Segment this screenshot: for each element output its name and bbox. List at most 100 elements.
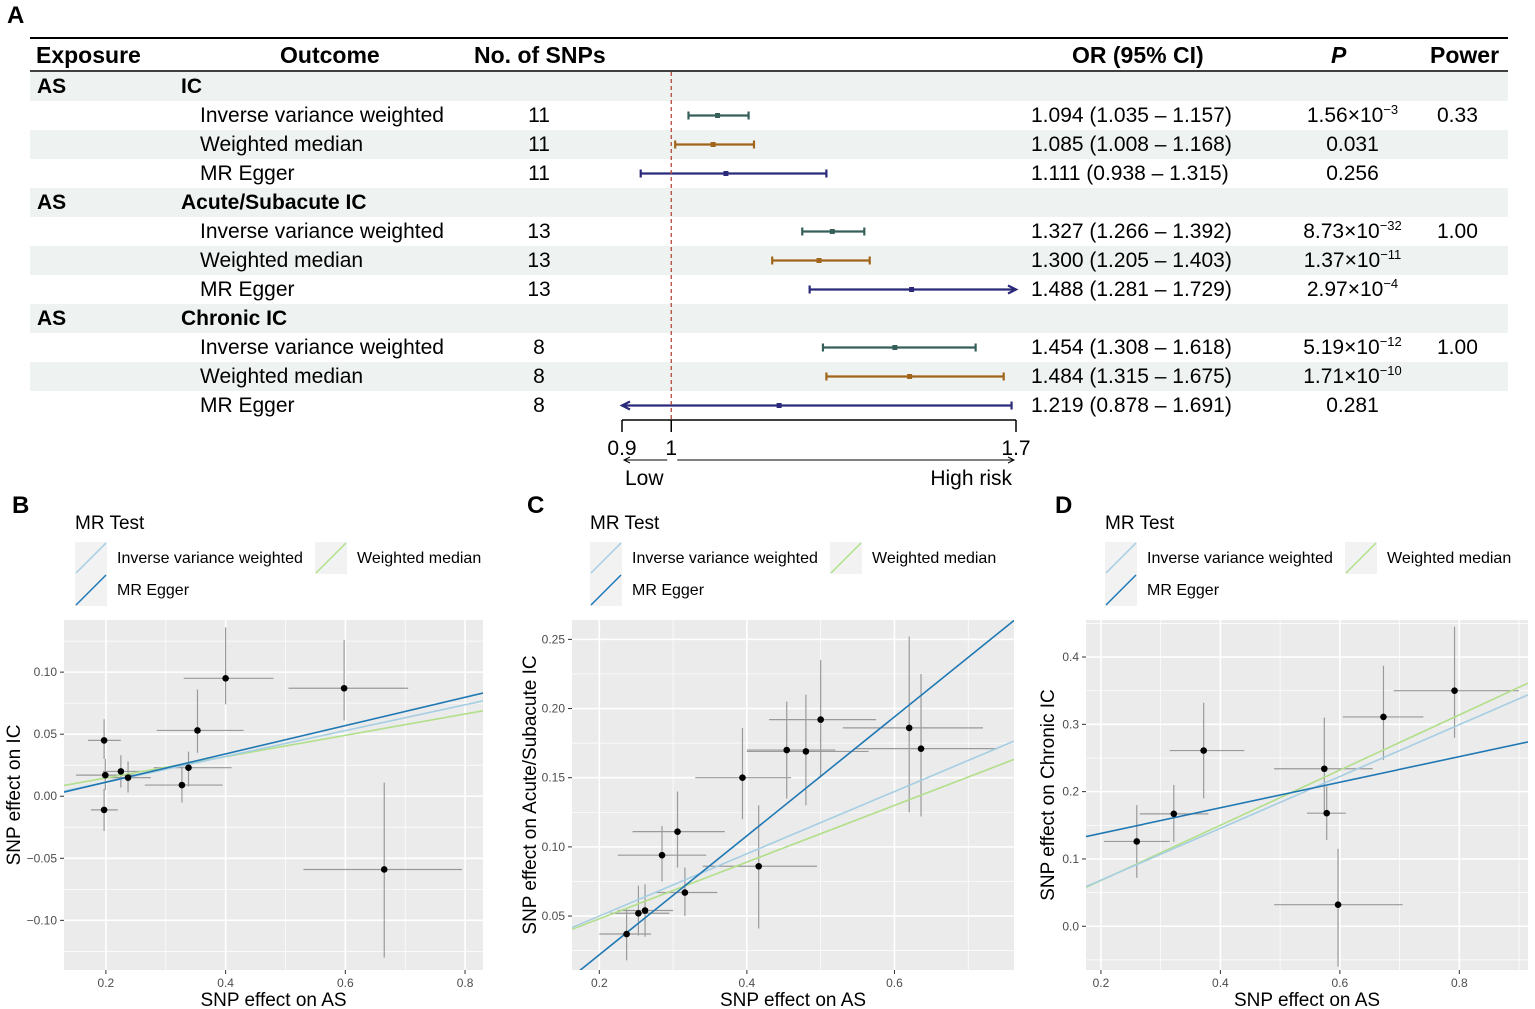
p-value-base: 0.031 — [1326, 133, 1379, 156]
x-tick-label: 0.4 — [1212, 976, 1229, 990]
low-risk-label: Low — [625, 467, 664, 490]
row-power: 0.33 — [1437, 104, 1478, 127]
ci-arrow-low — [619, 400, 631, 411]
ci-arrow-high — [1007, 284, 1019, 295]
group-row-bg — [30, 188, 1508, 217]
group-exposure: AS — [37, 191, 67, 214]
p-value-base: 0.256 — [1326, 162, 1379, 185]
x-tick-label: 0.2 — [98, 976, 115, 990]
snp-point — [674, 828, 681, 835]
row-or-ci: 1.488 (1.281 – 1.729) — [1031, 278, 1232, 301]
row-snps: 13 — [527, 278, 551, 301]
row-p-value: 5.19×10−12 — [1290, 334, 1415, 360]
panel-letter-d: D — [1055, 492, 1073, 519]
snp-point — [739, 774, 746, 782]
panel-letter-a: A — [7, 2, 25, 29]
row-snps: 8 — [533, 336, 545, 359]
row-p-value: 8.73×10−32 — [1290, 219, 1415, 244]
regression-line-wm — [572, 758, 1014, 931]
row-or-ci: 1.327 (1.266 – 1.392) — [1031, 220, 1232, 243]
snp-point — [905, 724, 913, 732]
snp-point — [340, 684, 348, 692]
row-power: 1.00 — [1437, 336, 1478, 359]
row-p-value: 2.97×10−4 — [1290, 277, 1415, 302]
snp-point — [1170, 810, 1178, 818]
legend-key-egger — [1105, 574, 1137, 606]
row-or-ci: 1.094 (1.035 – 1.157) — [1031, 104, 1232, 127]
or-point — [892, 345, 898, 350]
p-value-exponent: −11 — [1380, 247, 1402, 262]
legend-title: MR Test — [75, 513, 145, 534]
snp-point — [1200, 747, 1207, 754]
row-p-value: 0.281 — [1290, 394, 1415, 418]
low-arrow-head — [622, 456, 631, 464]
row-method: Weighted median — [200, 249, 364, 272]
p-value-exponent: −12 — [1379, 334, 1402, 349]
snp-point — [194, 727, 201, 734]
header-or: OR (95% CI) — [1072, 42, 1204, 68]
y-tick-label: 0.10 — [542, 840, 566, 854]
x-tick-label: 0.2 — [1093, 976, 1110, 990]
or-point — [829, 229, 835, 234]
regression-line-egger — [579, 620, 1014, 970]
regression-line-wm — [64, 709, 483, 787]
or-point — [816, 258, 822, 263]
p-value-base: 0.281 — [1326, 394, 1379, 417]
y-tick-label: 0.3 — [1062, 717, 1079, 731]
snp-point — [185, 764, 192, 771]
row-bg — [30, 246, 1508, 275]
plot-area — [572, 620, 1014, 970]
y-tick-label: −0.10 — [27, 913, 58, 927]
header-outcome: Outcome — [280, 42, 380, 68]
snp-point — [755, 862, 762, 870]
legend-label-wm: Weighted median — [872, 550, 997, 567]
y-tick-label: 0.25 — [542, 632, 566, 646]
group-outcome: Acute/Subacute IC — [181, 191, 367, 214]
row-p-value: 0.031 — [1290, 133, 1415, 157]
snp-point — [1334, 901, 1342, 909]
row-or-ci: 1.300 (1.205 – 1.403) — [1031, 249, 1232, 272]
regression-line-wm — [1086, 682, 1528, 889]
row-or-ci: 1.219 (0.878 – 1.691) — [1031, 394, 1232, 417]
x-tick-label: 0.4 — [217, 976, 234, 990]
row-p-value: 1.56×10−3 — [1290, 103, 1415, 128]
y-tick-label: 0.1 — [1062, 852, 1079, 866]
forest-tick-label: 1 — [665, 437, 677, 460]
snp-point — [117, 768, 125, 775]
p-value-base: 2.97×10 — [1306, 278, 1384, 301]
row-method: Weighted median — [200, 365, 364, 388]
row-method: Weighted median — [200, 133, 364, 156]
x-tick-label: 0.8 — [1451, 976, 1468, 990]
high-arrow-head — [1007, 456, 1016, 464]
plot-background — [1086, 620, 1528, 970]
or-point — [909, 287, 915, 292]
row-or-ci: 1.085 (1.008 – 1.168) — [1031, 133, 1232, 156]
group-outcome: Chronic IC — [181, 307, 288, 330]
panel-letter-c: C — [527, 492, 545, 519]
x-tick-label: 0.4 — [739, 976, 756, 990]
snp-point — [124, 774, 132, 781]
snp-point — [817, 716, 824, 723]
p-value-base: 1.56×10 — [1306, 104, 1384, 127]
snp-point — [635, 909, 642, 917]
snp-point — [1133, 838, 1141, 845]
legend-label-ivw: Inverse variance weighted — [1147, 550, 1333, 567]
legend-key-ivw — [590, 542, 622, 574]
p-value-exponent: −10 — [1379, 363, 1402, 378]
legend-label-egger: MR Egger — [632, 582, 705, 599]
legend-title: MR Test — [1105, 513, 1175, 534]
or-point — [907, 374, 913, 379]
p-value-base: 8.73×10 — [1303, 220, 1380, 243]
snp-point — [783, 746, 791, 754]
row-power: 1.00 — [1437, 220, 1478, 243]
header-power: Power — [1430, 42, 1500, 68]
legend-key-wm — [315, 542, 347, 574]
snp-point — [641, 907, 649, 914]
plot-area — [64, 620, 483, 970]
row-snps: 11 — [528, 104, 550, 127]
group-outcome: IC — [181, 75, 202, 98]
forest-tick-label: 1.7 — [1001, 437, 1030, 460]
snp-point — [623, 930, 630, 938]
